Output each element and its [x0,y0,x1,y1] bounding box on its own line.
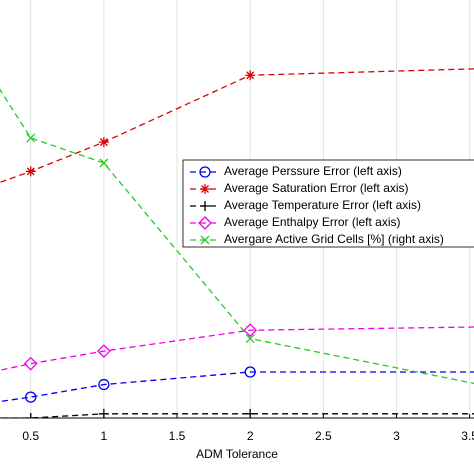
legend-label: Avergare Active Grid Cells [%] (right ax… [224,232,444,246]
legend-label: Average Saturation Error (left axis) [224,181,409,195]
marker [98,378,110,391]
marker [200,184,210,194]
marker [200,201,210,211]
marker [99,158,109,168]
x-axis-label: ADM Tolerance [196,447,278,461]
marker [98,137,109,148]
marker [26,133,36,143]
marker [25,166,36,177]
marker [25,391,37,403]
legend: Average Perssure Error (left axis) Averag… [182,159,474,248]
x-tick-label: 0.5 [22,429,39,443]
legend-label: Average Temperature Error (left axis) [224,198,421,212]
marker [23,356,38,371]
x-tick-label: 1.5 [169,429,186,443]
legend-label: Average Enthalpy Error (left axis) [224,215,401,229]
marker [243,323,258,338]
x-tick-label: 2 [247,429,254,443]
series-line [0,326,474,371]
marker [198,216,212,230]
series-line [0,371,474,403]
legend-box [182,159,474,248]
marker [199,166,211,178]
marker [245,334,255,344]
series-line [0,413,474,418]
x-tick-label: 3 [393,429,400,443]
x-ticks: 0.5 1 1.5 2 2.5 3 3.5 [22,414,474,443]
marker [244,366,256,378]
series-line [0,88,474,385]
plot-area [0,68,474,418]
legend-label: Average Perssure Error (left axis) [224,164,402,178]
marker [96,344,111,359]
x-tick-label: 1 [101,429,108,443]
marker [200,235,210,245]
x-tick-label: 2.5 [315,429,332,443]
marker [245,70,256,81]
x-tick-label: 3.5 [461,429,474,443]
